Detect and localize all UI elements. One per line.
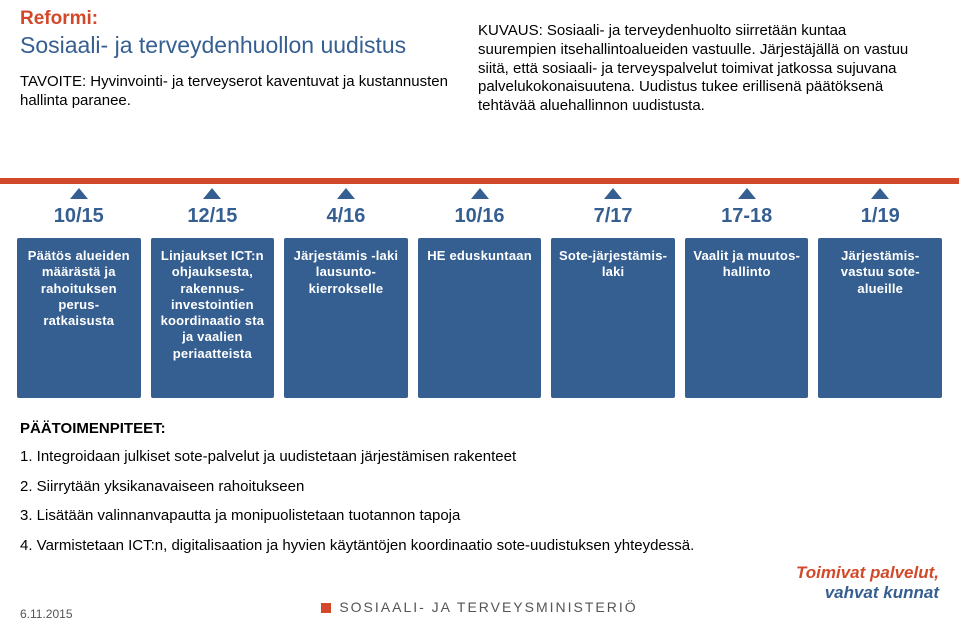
timeline-date: 4/16	[279, 205, 413, 228]
timeline-box: Päätös alueiden määrästä ja rahoituksen …	[17, 238, 141, 398]
timeline-cell-0: 10/15 Päätös alueiden määrästä ja rahoit…	[12, 188, 146, 398]
timeline-row: 10/15 Päätös alueiden määrästä ja rahoit…	[12, 188, 947, 398]
timeline-date: 10/16	[413, 205, 547, 228]
action-item-1: 1. Integroidaan julkiset sote-palvelut j…	[20, 447, 720, 467]
timeline-date: 12/15	[146, 205, 280, 228]
action-item-2: 2. Siirrytään yksikanavaiseen rahoitukse…	[20, 477, 720, 497]
logo-line-1: Toimivat palvelut,	[796, 563, 939, 583]
timeline-cell-4: 7/17 Sote-järjestämis-laki	[546, 188, 680, 398]
timeline-box: HE eduskuntaan	[418, 238, 542, 398]
ministry-square-icon	[321, 603, 331, 613]
footer-logo: Toimivat palvelut, vahvat kunnat	[796, 563, 939, 603]
timeline-arrow-icon	[738, 188, 756, 199]
timeline-box: Vaalit ja muutos-hallinto	[685, 238, 809, 398]
tavoite-text: TAVOITE: Hyvinvointi- ja terveyserot kav…	[20, 73, 460, 111]
action-item-3: 3. Lisätään valinnanvapautta ja monipuol…	[20, 506, 720, 526]
timeline-arrow-icon	[604, 188, 622, 199]
logo-line-2: vahvat kunnat	[796, 583, 939, 603]
kuvaus-body: Sosiaali- ja terveydenhuolto siirretään …	[478, 22, 908, 114]
timeline-arrow-icon	[337, 188, 355, 199]
timeline-cell-6: 1/19 Järjestämis-vastuu sote-alueille	[813, 188, 947, 398]
tavoite-label: TAVOITE:	[20, 73, 86, 90]
timeline-cell-5: 17-18 Vaalit ja muutos-hallinto	[680, 188, 814, 398]
timeline-date: 17-18	[680, 205, 814, 228]
action-item-4: 4. Varmistetaan ICT:n, digitalisaation j…	[20, 536, 720, 556]
timeline-date: 1/19	[813, 205, 947, 228]
timeline-cell-1: 12/15 Linjaukset ICT:n ohjauksesta, rake…	[146, 188, 280, 398]
page-title: Sosiaali- ja terveydenhuollon uudistus	[20, 32, 460, 59]
kuvaus-label: KUVAUS:	[478, 22, 543, 39]
timeline-box: Sote-järjestämis-laki	[551, 238, 675, 398]
reformi-label: Reformi:	[20, 8, 460, 30]
timeline: 10/15 Päätös alueiden määrästä ja rahoit…	[12, 188, 947, 398]
timeline-arrow-icon	[871, 188, 889, 199]
actions-block: PÄÄTOIMENPITEET: 1. Integroidaan julkise…	[20, 420, 720, 565]
timeline-arrow-icon	[70, 188, 88, 199]
header-block: Reformi: Sosiaali- ja terveydenhuollon u…	[20, 8, 460, 111]
timeline-arrow-icon	[203, 188, 221, 199]
timeline-date: 10/15	[12, 205, 146, 228]
timeline-cell-2: 4/16 Järjestämis -laki lausunto-kierroks…	[279, 188, 413, 398]
ministry-text: SOSIAALI- JA TERVEYSMINISTERIÖ	[339, 599, 637, 615]
kuvaus-block: KUVAUS: Sosiaali- ja terveydenhuolto sii…	[478, 22, 918, 116]
timeline-box: Järjestämis-vastuu sote-alueille	[818, 238, 942, 398]
timeline-date: 7/17	[546, 205, 680, 228]
timeline-hline	[0, 178, 959, 184]
timeline-cell-3: 10/16 HE eduskuntaan	[413, 188, 547, 398]
actions-title: PÄÄTOIMENPITEET:	[20, 420, 720, 437]
timeline-arrow-icon	[471, 188, 489, 199]
timeline-box: Linjaukset ICT:n ohjauksesta, rakennus-i…	[151, 238, 275, 398]
page-root: Reformi: Sosiaali- ja terveydenhuollon u…	[0, 0, 959, 633]
timeline-box: Järjestämis -laki lausunto-kierrokselle	[284, 238, 408, 398]
